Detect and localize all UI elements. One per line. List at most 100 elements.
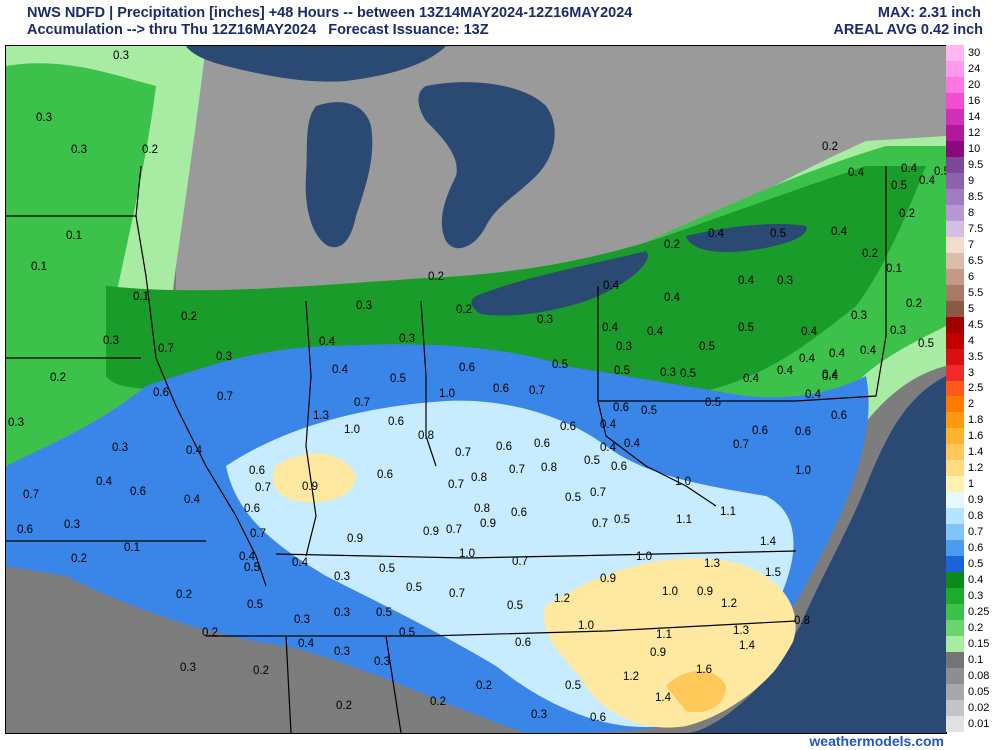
precip-value-label: 1.4 (760, 536, 776, 548)
legend-swatch (946, 572, 964, 589)
legend-swatch (946, 108, 964, 125)
precip-value-label: 0.5 (918, 338, 934, 350)
precip-value-label: 0.9 (600, 573, 616, 585)
precip-value-label: 0.2 (476, 680, 492, 692)
lake-huron (418, 82, 555, 249)
precip-value-label: 0.1 (66, 230, 82, 242)
precip-value-label: 0.4 (184, 494, 200, 506)
precip-value-label: 1.0 (459, 548, 475, 560)
legend-entry: 20 (946, 76, 1000, 93)
legend-entry: 0.5 (946, 556, 1000, 573)
legend-label: 0.2 (968, 622, 984, 635)
legend-swatch (946, 396, 964, 413)
legend-label: 5 (968, 302, 975, 315)
precip-value-label: 1.0 (636, 551, 652, 563)
legend-swatch (946, 556, 964, 573)
legend-entry: 1.2 (946, 460, 1000, 477)
legend-label: 0.02 (968, 702, 990, 715)
legend-label: 6 (968, 270, 975, 283)
precip-value-label: 0.3 (616, 341, 632, 353)
legend-label: 8.5 (968, 190, 984, 203)
precip-value-label: 0.5 (770, 228, 786, 240)
legend-entry: 6 (946, 268, 1000, 285)
precip-value-label: 0.5 (891, 180, 907, 192)
precip-value-label: 0.3 (777, 275, 793, 287)
precip-value-label: 0.2 (430, 696, 446, 708)
precip-value-label: 0.5 (244, 562, 260, 574)
legend-swatch (946, 540, 964, 557)
dry-area-north (176, 46, 946, 316)
precip-value-label: 0.3 (334, 571, 350, 583)
precip-value-label: 0.5 (565, 680, 581, 692)
precip-yellow-indiana (272, 453, 356, 503)
legend-entry: 7.5 (946, 220, 1000, 237)
legend-entry: 12 (946, 124, 1000, 141)
precip-value-label: 0.4 (799, 353, 815, 365)
precip-value-label: 0.3 (851, 310, 867, 322)
legend-label: 8 (968, 206, 975, 219)
precip-value-label: 1.0 (578, 620, 594, 632)
precip-value-label: 0.4 (708, 228, 724, 240)
precip-value-label: 0.5 (934, 166, 946, 178)
legend-swatch (946, 45, 964, 61)
legend-label: 0.6 (968, 542, 984, 555)
legend-swatch (946, 220, 964, 237)
legend-entry: 5 (946, 300, 1000, 317)
precip-value-label: 0.7 (455, 447, 471, 459)
legend-label: 0.5 (968, 558, 984, 571)
legend-entry: 0.15 (946, 636, 1000, 653)
legend-swatch (946, 700, 964, 716)
precip-value-label: 0.7 (529, 385, 545, 397)
legend-entry: 6.5 (946, 252, 1000, 269)
precip-value-label: 0.3 (180, 662, 196, 674)
precip-value-label: 0.4 (860, 345, 876, 357)
precip-value-label: 0.3 (334, 607, 350, 619)
precip-value-label: 0.4 (901, 163, 917, 175)
precip-value-label: 1.2 (554, 593, 570, 605)
legend-label: 0.15 (968, 638, 990, 651)
legend-entry: 10 (946, 140, 1000, 157)
precip-value-label: 0.5 (390, 373, 406, 385)
precip-value-label: 0.4 (647, 326, 663, 338)
precip-value-label: 1.6 (696, 664, 712, 676)
precip-dark-green (106, 166, 926, 398)
precip-value-label: 0.8 (794, 615, 810, 627)
precip-value-label: 0.4 (829, 348, 845, 360)
precip-value-label: 0.6 (613, 402, 629, 414)
precip-value-label: 0.8 (541, 462, 557, 474)
precip-value-label: 1.0 (675, 476, 691, 488)
precip-value-label: 0.1 (124, 542, 140, 554)
precip-value-label: 0.5 (379, 563, 395, 575)
precip-value-label: 0.9 (650, 647, 666, 659)
legend-swatch (946, 476, 964, 493)
precip-yellow (544, 558, 796, 728)
precip-value-label: 0.4 (822, 369, 838, 381)
max-value: MAX: 2.31 inch (877, 5, 981, 21)
precip-value-label: 1.1 (656, 629, 672, 641)
legend-label: 0.08 (968, 670, 990, 683)
precip-value-label: 0.7 (255, 482, 271, 494)
precip-value-label: 0.2 (71, 553, 87, 565)
precip-value-label: 0.6 (515, 637, 531, 649)
precip-value-label: 0.7 (448, 479, 464, 491)
precip-value-label: 0.8 (418, 430, 434, 442)
legend-swatch (946, 236, 964, 253)
precip-value-label: 0.3 (374, 656, 390, 668)
legend-swatch (946, 156, 964, 173)
precip-value-label: 1.3 (733, 625, 749, 637)
legend-entry: 8.5 (946, 188, 1000, 205)
legend-entry: 0.9 (946, 492, 1000, 509)
legend-label: 12 (968, 126, 981, 139)
precip-value-label: 0.5 (406, 582, 422, 594)
precip-value-label: 0.3 (8, 417, 24, 429)
legend-entry: 0.8 (946, 508, 1000, 525)
precip-value-label: 1.3 (313, 410, 329, 422)
legend-label: 14 (968, 110, 981, 123)
legend-label: 0.3 (968, 590, 984, 603)
credit-link[interactable]: weathermodels.com (809, 733, 944, 749)
precip-value-label: 0.8 (471, 472, 487, 484)
precip-value-label: 0.7 (733, 439, 749, 451)
precip-value-label: 0.2 (202, 627, 218, 639)
legend-entry: 4 (946, 332, 1000, 349)
legend-label: 0.1 (968, 654, 984, 667)
